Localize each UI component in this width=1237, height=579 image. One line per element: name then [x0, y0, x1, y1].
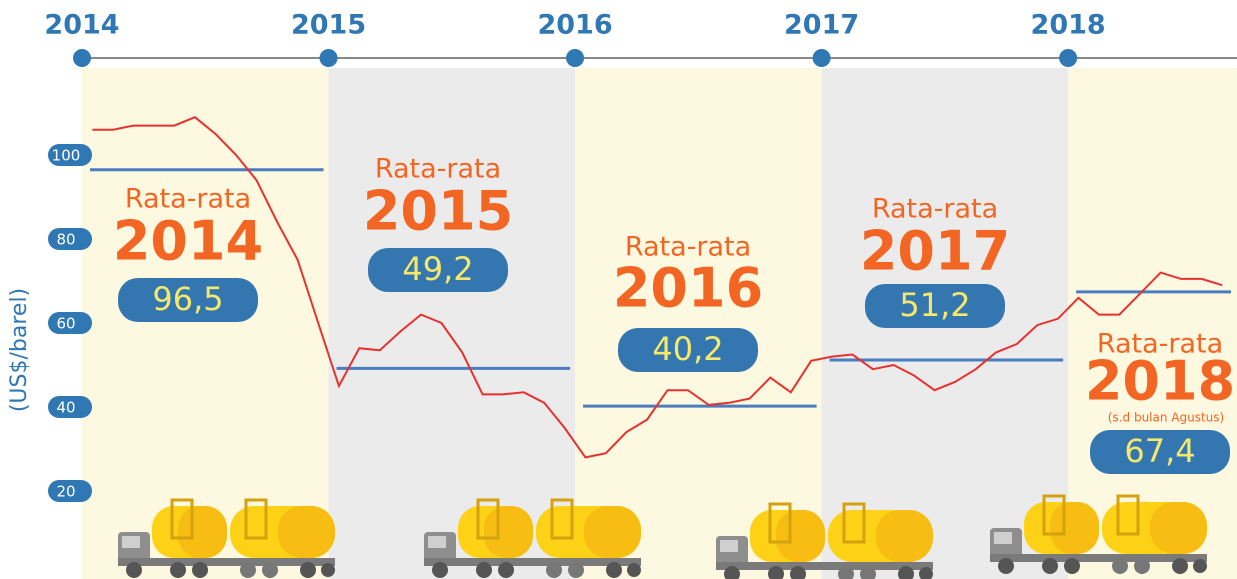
y-tick-label: 100	[52, 147, 81, 165]
average-year: 2015	[363, 180, 513, 243]
average-value: 96,5	[152, 280, 223, 318]
y-tick-label: 80	[56, 231, 75, 249]
chart: (US$/barel) 2014 2015 2016 2017 2018 20 40 60 80…	[0, 0, 1237, 579]
average-value: 67,4	[1124, 432, 1195, 470]
x-tick-mark	[813, 49, 831, 67]
x-tick-label: 2016	[537, 10, 612, 41]
year-band	[329, 68, 576, 579]
average-value: 49,2	[402, 250, 473, 288]
average-year: 2014	[113, 210, 263, 273]
x-tick-mark	[566, 49, 584, 67]
average-year: 2018	[1085, 350, 1235, 413]
average-note: (s.d bulan Agustus)	[1108, 411, 1224, 425]
average-year: 2017	[860, 220, 1010, 283]
x-tick-mark	[73, 49, 91, 67]
y-tick-label: 20	[56, 483, 75, 501]
y-tick-label: 40	[56, 399, 75, 417]
x-tick-mark	[1059, 49, 1077, 67]
y-axis-title: (US$/barel)	[7, 288, 32, 412]
year-band	[82, 68, 329, 579]
x-tick-label: 2018	[1031, 10, 1106, 41]
y-tick-label: 60	[56, 315, 75, 333]
x-tick-label: 2015	[291, 10, 366, 41]
average-value: 40,2	[652, 330, 723, 368]
average-year: 2016	[613, 257, 763, 320]
x-tick-label: 2014	[44, 10, 119, 41]
average-value: 51,2	[899, 286, 970, 324]
x-tick-label: 2017	[784, 10, 859, 41]
year-band	[575, 68, 822, 579]
x-tick-mark	[320, 49, 338, 67]
